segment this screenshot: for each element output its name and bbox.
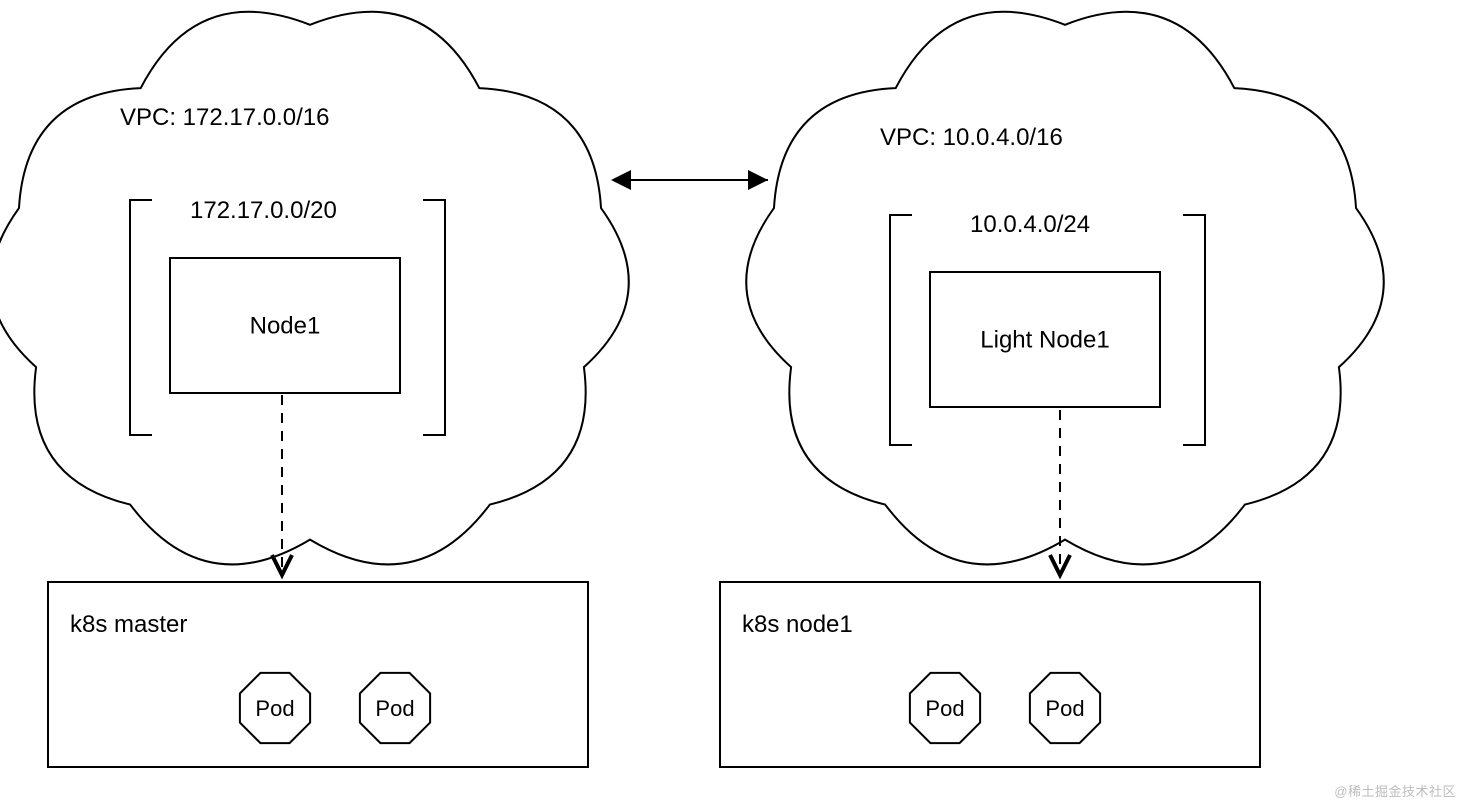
left-cloud-subnet-label: 172.17.0.0/20: [190, 197, 337, 224]
k8s-node1-label: k8s node1: [742, 611, 853, 638]
watermark: @稀土掘金技术社区: [1334, 781, 1456, 800]
k8s-node1-box: [720, 582, 1260, 767]
network-diagram: VPC: 172.17.0.0/16 172.17.0.0/20 Node1 VPC:…: [0, 0, 1466, 806]
k8s-master-pod-1-label: Pod: [375, 696, 414, 721]
k8s-master-label: k8s master: [70, 611, 187, 638]
right-cloud-vpc-label: VPC: 10.0.4.0/16: [880, 124, 1063, 151]
k8s-master-pod-0-label: Pod: [255, 696, 294, 721]
right-cloud-subnet-label: 10.0.4.0/24: [970, 211, 1090, 238]
left-cloud-cloud-icon: [0, 12, 629, 565]
k8s-node1-pod-0-label: Pod: [925, 696, 964, 721]
right-cloud-bracket-right-icon: [1183, 215, 1205, 445]
right-cloud-bracket-left-icon: [890, 215, 912, 445]
left-cloud-node-label: Node1: [250, 313, 321, 340]
left-cloud-bracket-right-icon: [423, 200, 445, 435]
k8s-master-box: [48, 582, 588, 767]
k8s-node1-pod-1-label: Pod: [1045, 696, 1084, 721]
right-cloud-cloud-icon: [746, 12, 1384, 565]
left-cloud-vpc-label: VPC: 172.17.0.0/16: [120, 104, 329, 131]
left-cloud-bracket-left-icon: [130, 200, 152, 435]
right-cloud-node-label: Light Node1: [980, 327, 1109, 354]
